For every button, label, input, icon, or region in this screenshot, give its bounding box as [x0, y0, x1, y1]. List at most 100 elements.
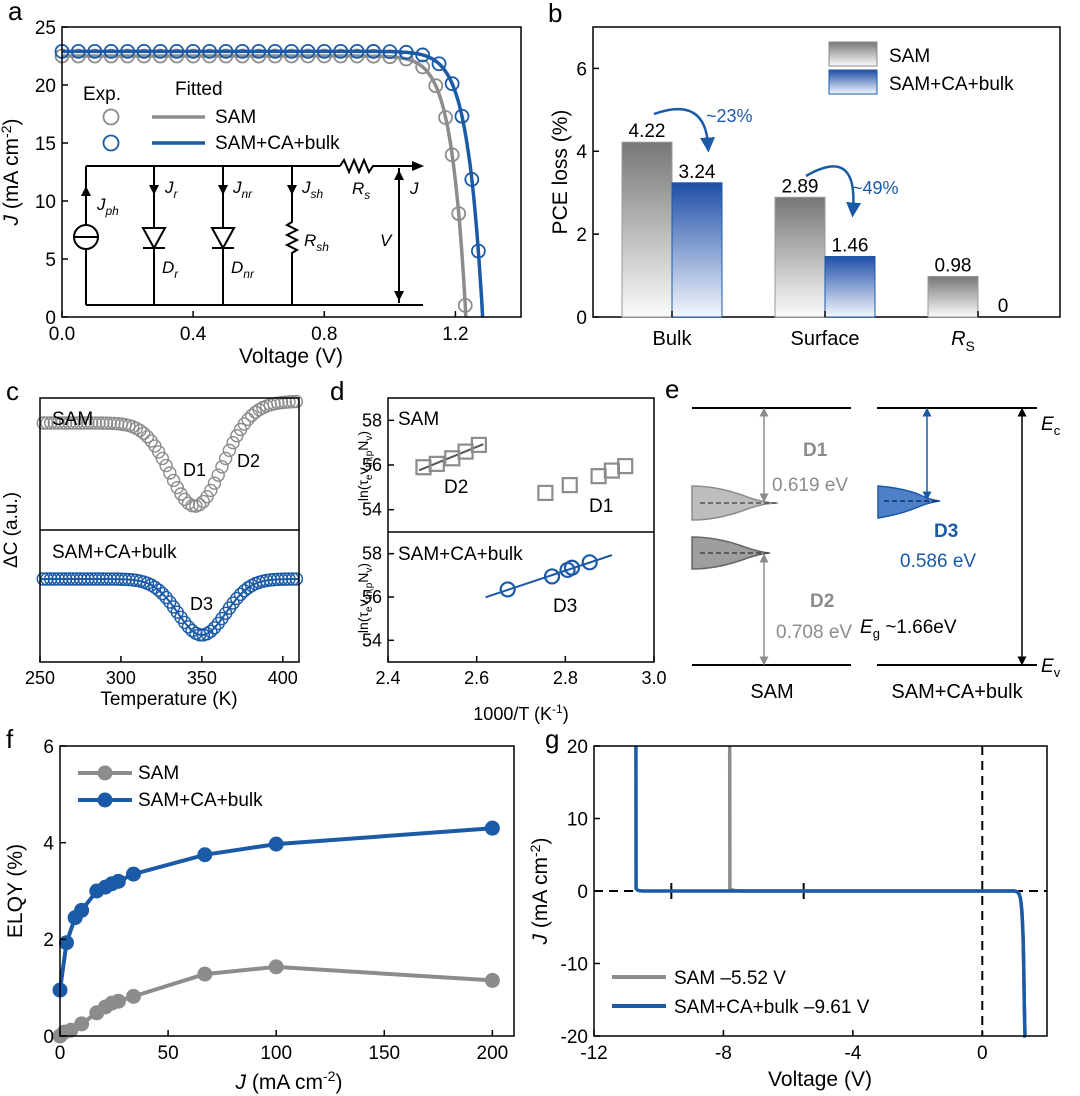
dlts-point-sam	[36, 416, 50, 430]
exp-point-sam	[103, 48, 119, 64]
panel-g-reverse-bias: -12 -8 -4 0 -20 -10 0 10 20 J (mA cm-2) Voltage …	[527, 737, 1048, 1091]
circuit-series-resistor	[339, 157, 420, 175]
label-ev: Ev	[1041, 656, 1061, 680]
exp-point-sam	[333, 48, 349, 64]
panel-g-legend-sam: SAM –5.52 V	[674, 968, 786, 989]
panel-a-ytick-label: 10	[35, 192, 56, 213]
panel-a-xtick-label: 0.8	[311, 324, 337, 345]
shunt-resistor-symbol	[284, 166, 300, 305]
exp-point-ca	[454, 108, 470, 124]
panel-a-ylabel: J (mA cm-2)	[0, 119, 23, 227]
jph-arrow	[81, 186, 91, 196]
dlts-point-sam	[84, 416, 99, 430]
exp-point-ca	[398, 44, 414, 60]
label-d2: D2	[810, 591, 834, 612]
panel-f-xlabel: J (mA cm-2)	[235, 1068, 343, 1094]
exp-point-sam	[267, 48, 283, 64]
panel-b-ytick-label: 6	[576, 59, 587, 80]
exp-point-ca	[382, 44, 398, 60]
panel-d-ytick-label: 54	[362, 630, 382, 650]
dlts-point-sam	[96, 416, 110, 430]
arrow-surface-reduction	[805, 165, 862, 218]
bar-value-label: 0	[998, 296, 1009, 317]
panel-a-legend-fitted: Fitted	[175, 79, 223, 100]
exp-point-ca	[300, 43, 316, 59]
dlts-point-ca	[230, 591, 244, 606]
exp-point-sam	[415, 59, 431, 75]
panel-g-ytick-label: -10	[561, 954, 588, 975]
panel-d-xlabel: 1000/T (K-1)	[473, 702, 568, 724]
dlts-point-sam	[278, 395, 292, 409]
legend-marker-exp-sam	[102, 108, 120, 126]
dlts-point-ca	[207, 621, 222, 635]
fit-curve-ca	[62, 49, 485, 318]
point-d2	[470, 436, 487, 453]
label-e-sam: SAM	[750, 681, 793, 703]
dlts-point-sam	[62, 416, 76, 430]
dlts-point-ca	[204, 624, 218, 638]
exp-point-ca	[366, 44, 381, 59]
exp-point-ca	[415, 47, 431, 63]
fit-line-d3	[485, 554, 613, 599]
panel-f-xtick-label: 50	[158, 1043, 179, 1064]
panel-b-ytick-label: 0	[576, 308, 587, 329]
panel-letter-b: b	[548, 0, 562, 28]
elqy-point-ca	[126, 866, 142, 882]
fit-curve-sam	[62, 54, 468, 318]
legend-marker-exp-ca	[102, 134, 120, 152]
exp-point-ca	[202, 43, 217, 59]
label-jph: Jph	[96, 195, 119, 218]
panel-g-ytick-label: 0	[577, 882, 588, 903]
exp-point-sam	[185, 48, 201, 64]
dlts-point-sam	[51, 416, 65, 430]
dlts-point-sam	[222, 443, 237, 458]
point-d2	[428, 455, 445, 472]
panel-a-legend-sam: SAM	[215, 107, 256, 128]
panel-g-ytick-label: -20	[561, 1027, 588, 1048]
panel-f-ytick-label: 2	[43, 930, 54, 951]
exp-point-ca	[152, 43, 168, 59]
panel-a-legend-ca: SAM+CA+bulk	[215, 133, 340, 154]
dlts-point-ca	[159, 590, 173, 605]
panel-a-jv-curve: 0.0 0.4 0.8 1.2 0 5 10 15 20 25 J (mA cm-2) Volta…	[0, 18, 522, 368]
label-v: V	[380, 231, 393, 250]
dlts-point-sam	[282, 395, 296, 409]
bar-sam	[774, 196, 826, 318]
panel-d-bottom-name: SAM+CA+bulk	[398, 544, 523, 565]
point-d3	[563, 559, 581, 576]
dlts-point-sam	[58, 416, 73, 430]
panel-d-ytick-label: 54	[362, 500, 382, 520]
label-j: J	[409, 179, 419, 198]
panel-d-xtick-label: 3.0	[641, 668, 666, 688]
point-d1	[617, 458, 634, 475]
panel-c-xlabel: Temperature (K)	[100, 689, 237, 710]
label-eg: Eg ~1.66eV	[860, 617, 957, 641]
exp-point-sam	[284, 48, 299, 64]
label-jnr: Jnr	[232, 178, 253, 201]
exp-point-ca	[284, 43, 299, 59]
dlts-point-sam	[215, 460, 229, 474]
label-d3: D3	[934, 521, 958, 542]
dlts-point-sam	[170, 480, 184, 495]
panel-f-ytick-label: 4	[43, 834, 54, 855]
panel-a-xlabel: Voltage (V)	[239, 345, 343, 368]
trap-d3-distribution	[877, 485, 941, 519]
elqy-point-sam	[63, 1022, 79, 1038]
legend-swatch-ca	[828, 69, 878, 95]
panel-c-ylabel: ΔC (a.u.)	[1, 492, 22, 568]
exp-point-sam	[120, 48, 135, 64]
panel-c-peak-d1: D1	[183, 460, 206, 480]
panel-a-ytick-label: 25	[35, 18, 56, 39]
panel-f-xtick-label: 100	[260, 1043, 292, 1064]
dlts-point-ca	[226, 596, 240, 610]
panel-c-peak-d2: D2	[237, 451, 260, 471]
dlts-point-sam	[218, 451, 233, 466]
label-dr: Dr	[162, 258, 179, 281]
diode-dr-symbol	[141, 227, 167, 251]
panel-b-ytick-label: 4	[576, 142, 587, 163]
bar-ca	[824, 256, 876, 318]
dlts-point-sam	[166, 473, 181, 488]
exp-point-sam	[457, 297, 473, 313]
panel-f-ytick-label: 0	[43, 1027, 54, 1048]
panel-b-ytick-label: 2	[576, 225, 587, 246]
